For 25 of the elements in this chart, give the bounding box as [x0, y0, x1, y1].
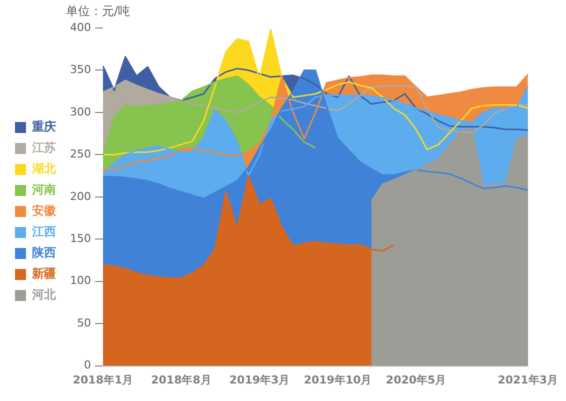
legend-label: 安徽 — [32, 204, 57, 218]
legend-label: 湖北 — [31, 162, 57, 176]
y-tick-label: 100 — [70, 274, 91, 288]
y-tick-label: 150 — [70, 232, 91, 245]
y-tick-label: 200 — [70, 190, 91, 203]
y-tick-label: 0 — [84, 358, 91, 372]
legend-label: 河南 — [31, 182, 56, 197]
y-tick-label: 250 — [70, 148, 91, 161]
legend-label: 重庆 — [31, 120, 56, 134]
x-tick-label: 2019年3月 — [229, 373, 290, 386]
y-tick-label: 400 — [70, 20, 91, 34]
x-tick-label: 2018年1月 — [72, 373, 134, 386]
y-tick-label: 50 — [76, 316, 91, 330]
legend-label: 江苏 — [31, 140, 56, 155]
legend-label: 江西 — [31, 224, 56, 239]
legend-label: 陕西 — [32, 246, 56, 260]
y-axis-title: 单位：元/吨 — [66, 4, 130, 18]
x-tick-label: 2021年3月 — [498, 373, 558, 386]
x-tick-label: 2019年10月 — [304, 373, 372, 386]
y-tick-label: 300 — [70, 105, 91, 118]
y-tick-label: 350 — [70, 63, 91, 76]
legend-label: 新疆 — [31, 266, 56, 281]
legend-label: 河北 — [31, 288, 57, 302]
x-tick-label: 2020年5月 — [386, 373, 446, 386]
x-tick-label: 2018年8月 — [151, 373, 212, 386]
